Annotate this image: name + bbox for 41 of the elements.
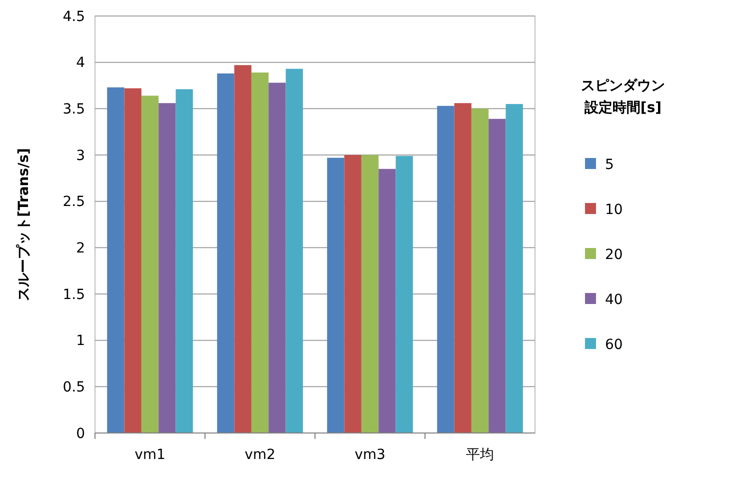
bar bbox=[286, 68, 303, 433]
legend-label: 5 bbox=[605, 156, 614, 173]
legend-label: 40 bbox=[605, 292, 623, 308]
legend-label: 60 bbox=[605, 336, 623, 353]
y-tick-label: 1 bbox=[76, 333, 85, 350]
bar bbox=[124, 88, 142, 433]
bar bbox=[437, 106, 454, 433]
x-tick-label: vm3 bbox=[354, 447, 386, 463]
bar bbox=[217, 73, 234, 433]
y-tick-label: 0.5 bbox=[62, 380, 85, 396]
legend-title: スピンダウン設定時間[s] bbox=[581, 78, 665, 116]
x-tick-label: 平均 bbox=[466, 447, 494, 463]
bar bbox=[251, 72, 269, 433]
bar bbox=[141, 96, 159, 433]
legend-label: 20 bbox=[605, 246, 623, 263]
y-tick-label: 0 bbox=[76, 426, 85, 442]
y-tick-label: 2.5 bbox=[62, 194, 85, 210]
y-axis-title: スループット[Trans/s] bbox=[15, 148, 32, 301]
bar bbox=[454, 103, 472, 433]
x-tick-label: vm2 bbox=[244, 447, 276, 463]
legend-label: 10 bbox=[605, 202, 623, 218]
bar bbox=[378, 168, 396, 433]
y-tick-label: 1.5 bbox=[62, 286, 85, 303]
y-tick-label: 3 bbox=[76, 148, 85, 164]
x-tick-label: vm1 bbox=[134, 447, 166, 463]
bar bbox=[158, 103, 176, 433]
bar bbox=[344, 155, 362, 433]
bar bbox=[234, 65, 252, 433]
bar bbox=[327, 158, 344, 433]
bar bbox=[268, 82, 286, 433]
bar bbox=[107, 87, 124, 433]
y-tick-label: 3.5 bbox=[62, 102, 85, 118]
y-tick-label: 2 bbox=[76, 240, 85, 257]
bar bbox=[506, 104, 523, 433]
y-tick-label: 4.5 bbox=[62, 8, 85, 25]
bar bbox=[396, 156, 413, 433]
bar bbox=[176, 89, 193, 433]
y-tick-label: 4 bbox=[76, 55, 86, 72]
bar bbox=[361, 155, 379, 433]
bar bbox=[471, 108, 489, 433]
bar bbox=[488, 118, 506, 433]
